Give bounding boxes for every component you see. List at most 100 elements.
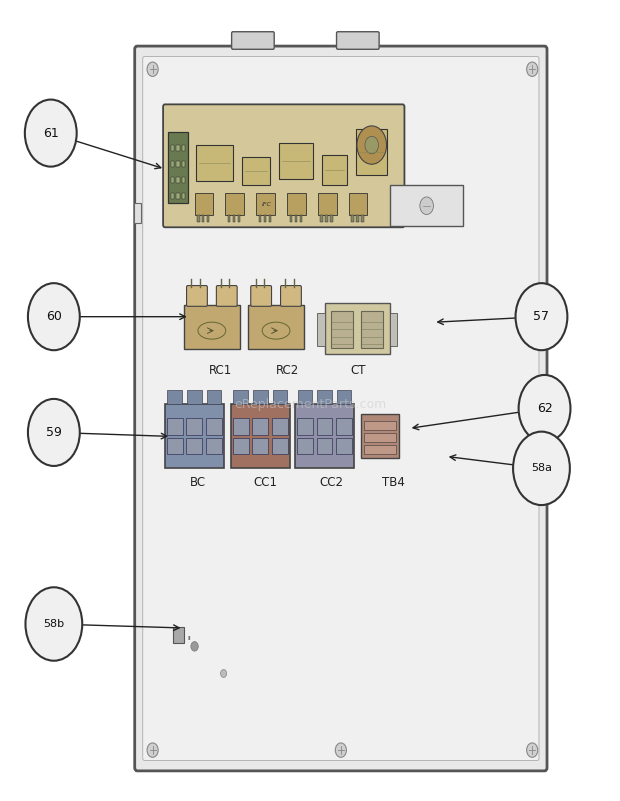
Bar xyxy=(294,215,297,223)
FancyBboxPatch shape xyxy=(216,285,237,306)
Bar xyxy=(331,311,353,348)
Bar xyxy=(361,215,364,223)
Bar xyxy=(206,390,221,405)
FancyBboxPatch shape xyxy=(135,46,547,771)
Bar xyxy=(233,418,249,435)
Bar xyxy=(317,438,332,454)
Circle shape xyxy=(365,136,379,154)
Bar xyxy=(287,193,306,215)
Text: RC1: RC1 xyxy=(209,364,232,376)
Circle shape xyxy=(420,197,433,215)
Bar xyxy=(322,155,347,185)
Circle shape xyxy=(335,743,347,757)
Text: CC2: CC2 xyxy=(319,477,343,489)
Bar xyxy=(356,215,359,223)
FancyBboxPatch shape xyxy=(143,56,539,760)
Bar xyxy=(187,418,202,435)
Bar xyxy=(252,438,268,454)
Bar xyxy=(256,193,275,215)
Bar xyxy=(182,177,185,183)
Bar xyxy=(170,145,174,151)
Text: 57: 57 xyxy=(533,310,549,323)
FancyBboxPatch shape xyxy=(337,32,379,50)
Bar xyxy=(167,418,183,435)
Text: CT: CT xyxy=(350,364,366,376)
Bar xyxy=(134,203,141,223)
Bar xyxy=(290,215,292,223)
Circle shape xyxy=(357,126,386,164)
Bar xyxy=(336,438,352,454)
Text: 60: 60 xyxy=(46,310,62,323)
Bar xyxy=(176,161,180,167)
Bar xyxy=(349,193,368,215)
Text: 61: 61 xyxy=(43,127,59,139)
Circle shape xyxy=(191,642,198,651)
Bar xyxy=(234,390,248,405)
Bar xyxy=(167,438,183,454)
Bar xyxy=(233,215,236,223)
Circle shape xyxy=(518,375,570,442)
Bar xyxy=(176,177,180,183)
Bar xyxy=(272,418,288,435)
Circle shape xyxy=(513,432,570,505)
Bar xyxy=(317,312,325,346)
Bar xyxy=(259,215,261,223)
Circle shape xyxy=(526,743,538,757)
Bar xyxy=(195,193,213,215)
Text: eReplacementParts.com: eReplacementParts.com xyxy=(234,398,386,411)
Bar xyxy=(330,215,333,223)
Bar xyxy=(364,433,396,442)
Bar xyxy=(279,143,313,179)
Bar xyxy=(165,405,224,469)
Bar xyxy=(242,157,270,185)
Bar xyxy=(248,304,304,349)
Text: 58a: 58a xyxy=(531,463,552,473)
Bar xyxy=(252,418,268,435)
Bar xyxy=(187,438,202,454)
Bar xyxy=(264,215,266,223)
Text: CC1: CC1 xyxy=(254,477,278,489)
FancyBboxPatch shape xyxy=(281,285,301,306)
Bar xyxy=(231,405,290,469)
Bar xyxy=(336,418,352,435)
Bar xyxy=(295,405,354,469)
Text: IFC: IFC xyxy=(262,202,272,207)
FancyBboxPatch shape xyxy=(232,32,274,50)
Bar xyxy=(268,215,271,223)
Bar xyxy=(176,145,180,151)
Circle shape xyxy=(526,62,538,76)
Bar xyxy=(389,312,397,346)
Bar xyxy=(182,161,185,167)
Bar xyxy=(390,185,463,227)
Bar xyxy=(297,438,313,454)
Bar xyxy=(226,193,244,215)
Bar xyxy=(168,132,188,203)
Bar xyxy=(238,215,241,223)
Bar xyxy=(207,215,210,223)
FancyBboxPatch shape xyxy=(163,104,404,227)
FancyBboxPatch shape xyxy=(187,285,207,306)
Circle shape xyxy=(147,62,158,76)
Bar xyxy=(197,215,200,223)
Bar xyxy=(352,215,354,223)
Bar xyxy=(228,215,231,223)
Text: II: II xyxy=(188,636,192,641)
Bar xyxy=(364,421,396,430)
Circle shape xyxy=(221,670,227,678)
Bar xyxy=(187,390,202,405)
Text: 58b: 58b xyxy=(43,619,64,629)
Bar xyxy=(326,215,328,223)
Bar xyxy=(196,145,233,181)
Bar xyxy=(233,438,249,454)
Bar xyxy=(176,193,180,199)
Bar xyxy=(170,193,174,199)
Text: 62: 62 xyxy=(537,402,552,415)
Bar xyxy=(361,311,383,348)
Bar xyxy=(206,418,222,435)
Bar xyxy=(297,418,313,435)
Text: TB4: TB4 xyxy=(382,477,405,489)
Circle shape xyxy=(25,99,77,167)
Circle shape xyxy=(28,399,80,466)
Bar xyxy=(364,445,396,454)
Text: BC: BC xyxy=(190,477,206,489)
